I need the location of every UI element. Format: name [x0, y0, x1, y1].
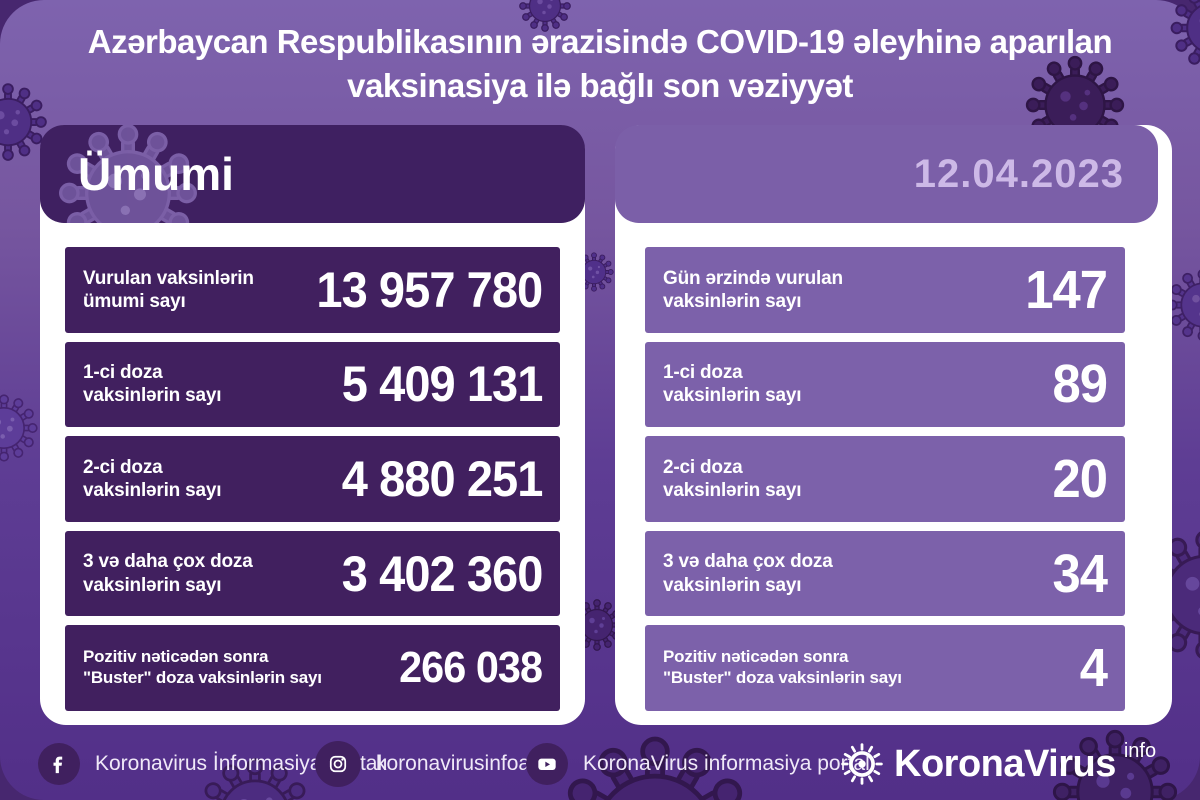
- stat-value: 89: [1052, 354, 1108, 415]
- total-stats-list: Vurulan vaksinlərin ümumi sayı 13 957 780 1…: [65, 247, 560, 711]
- total-panel-header: Ümumi: [40, 125, 585, 223]
- daily-panel: 12.04.2023 Gün ərzində vurulan vaksinləri…: [615, 125, 1172, 725]
- stat-row: 1-ci doza vaksinlərin sayı 89: [645, 341, 1125, 428]
- koronavirus-logo: KoronaVirus info: [838, 740, 1156, 788]
- stat-row: Vurulan vaksinlərin ümumi sayı 13 957 780: [65, 247, 560, 333]
- stat-label: Pozitiv nəticədən sonra "Buster" doza vak…: [663, 647, 902, 688]
- stat-label: Pozitiv nəticədən sonra "Buster" doza vak…: [83, 647, 322, 688]
- stat-row: 2-ci doza vaksinlərin sayı 4 880 251: [65, 436, 560, 522]
- stat-label: 1-ci doza vaksinlərin sayı: [663, 362, 802, 407]
- stat-row: 1-ci doza vaksinlərin sayı 5 409 131: [65, 341, 560, 428]
- stat-row: Pozitiv nəticədən sonra "Buster" doza vak…: [645, 625, 1125, 711]
- logo-text: KoronaVirus: [894, 742, 1116, 785]
- stat-label: 1-ci doza vaksinlərin sayı: [83, 362, 222, 407]
- total-panel-title: Ümumi: [78, 148, 234, 200]
- stat-value: 4: [1079, 638, 1108, 699]
- page-title: Azərbaycan Respublikasının ərazisində CO…: [0, 20, 1200, 108]
- stat-label: Vurulan vaksinlərin ümumi sayı: [83, 267, 254, 312]
- title-line-2: vaksinasiya ilə bağlı son vəziyyət: [347, 67, 853, 104]
- stat-label: 3 və daha çox doza vaksinlərin sayı: [83, 551, 253, 596]
- stat-row: Pozitiv nəticədən sonra "Buster" doza vak…: [65, 625, 560, 711]
- stat-value: 5 409 131: [341, 356, 543, 413]
- instagram-icon: [315, 741, 361, 787]
- stat-value: 3 402 360: [341, 545, 543, 602]
- stat-row: 3 və daha çox doza vaksinlərin sayı 3 402 …: [65, 530, 560, 617]
- stat-row: 3 və daha çox doza vaksinlərin sayı 34: [645, 530, 1125, 617]
- total-panel: Ümumi Vurulan vaksinlərin ümumi sayı 13 95…: [40, 125, 585, 725]
- daily-stats-list: Gün ərzində vurulan vaksinlərin sayı 147 1-…: [645, 247, 1125, 711]
- stat-value: 20: [1052, 448, 1108, 509]
- youtube-label: KoronaVirus informasiya portalı: [583, 752, 876, 775]
- stat-value: 266 038: [399, 643, 543, 693]
- stat-value: 147: [1025, 259, 1108, 320]
- facebook-link[interactable]: Koronavirus İnformasiya Portalı: [38, 743, 388, 785]
- stat-value: 13 957 780: [316, 261, 543, 318]
- logo-superscript: info: [1123, 739, 1157, 762]
- stat-row: Gün ərzində vurulan vaksinlərin sayı 147: [645, 247, 1125, 333]
- title-line-1: Azərbaycan Respublikasının ərazisində CO…: [87, 23, 1113, 60]
- report-date: 12.04.2023: [913, 151, 1124, 196]
- stat-label: 2-ci doza vaksinlərin sayı: [663, 456, 802, 501]
- virus-logo-icon: [841, 743, 883, 785]
- facebook-icon: [38, 743, 80, 785]
- facebook-label: Koronavirus İnformasiya Portalı: [95, 752, 388, 775]
- youtube-link[interactable]: KoronaVirus informasiya portalı: [526, 743, 876, 785]
- stat-value: 34: [1052, 543, 1108, 604]
- daily-panel-header: 12.04.2023: [615, 125, 1158, 223]
- instagram-link[interactable]: koronavirusinfoaz: [315, 741, 541, 787]
- instagram-label: koronavirusinfoaz: [376, 752, 541, 775]
- stat-label: Gün ərzində vurulan vaksinlərin sayı: [663, 267, 843, 312]
- stat-label: 2-ci doza vaksinlərin sayı: [83, 456, 222, 501]
- stat-label: 3 və daha çox doza vaksinlərin sayı: [663, 551, 833, 596]
- footer: Koronavirus İnformasiya Portalı koronavi…: [0, 728, 1200, 800]
- stat-value: 4 880 251: [341, 450, 543, 507]
- youtube-icon: [526, 743, 568, 785]
- stat-row: 2-ci doza vaksinlərin sayı 20: [645, 436, 1125, 522]
